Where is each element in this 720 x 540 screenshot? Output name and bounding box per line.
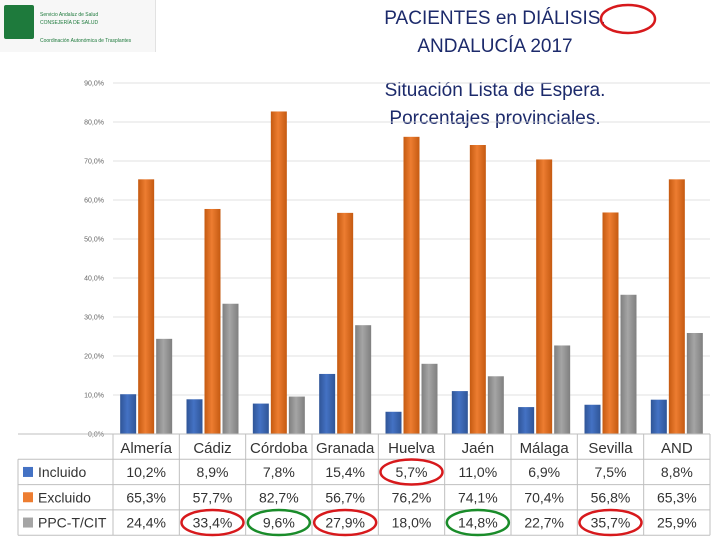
data-label-ppc-t-cit-granada: 27,9% (325, 515, 365, 531)
y-tick-label: 40,0% (84, 276, 104, 283)
legend-swatch-ppc-t-cit (23, 517, 33, 528)
data-label-ppc-t-cit-and: 25,9% (657, 515, 697, 531)
y-tick-label: 80,0% (84, 120, 104, 127)
annotation-circle-ppc-t-cit-jaen (445, 508, 511, 537)
bar-incluido-malaga (518, 407, 535, 434)
bar-ppc-t-cit-granada (355, 325, 372, 434)
subtitle-line-2: Porcentajes provinciales. (389, 108, 601, 129)
data-label-ppc-t-cit-almeria: 24,4% (126, 515, 166, 531)
bar-incluido-granada (319, 373, 336, 434)
bar-excluido-granada (337, 212, 354, 434)
data-label-excluido-almeria: 65,3% (126, 489, 166, 505)
data-label-excluido-huelva: 76,2% (392, 489, 432, 505)
category-label-and: AND (661, 440, 693, 457)
bar-excluido-sevilla (602, 212, 619, 434)
bar-ppc-t-cit-almeria (156, 338, 173, 434)
bar-excluido-jaen (469, 145, 486, 434)
y-tick-label: 50,0% (84, 237, 104, 244)
y-tick-label: 20,0% (84, 354, 104, 361)
bar-excluido-malaga (536, 159, 553, 434)
category-label-sevilla: Sevilla (588, 440, 633, 457)
annotation-circle-ppc-t-cit-cadiz (180, 508, 245, 537)
category-label-cadiz: Cádiz (193, 440, 231, 457)
annotation-circle-ppc-t-cit-sevilla (578, 508, 643, 537)
y-tick-label: 70,0% (84, 159, 104, 166)
data-label-incluido-cadiz: 8,9% (197, 464, 229, 480)
category-label-cordoba: Córdoba (250, 440, 308, 457)
annotation-circle-title (599, 3, 657, 35)
data-label-ppc-t-cit-jaen: 14,8% (458, 515, 498, 531)
bar-incluido-sevilla (584, 404, 601, 434)
legend-swatch-incluido (23, 466, 33, 477)
logo-line-2: CONSEJERÍA DE SALUD (40, 20, 99, 26)
annotation-circle-incluido-huelva (379, 458, 444, 486)
data-label-excluido-granada: 56,7% (325, 489, 365, 505)
y-tick-label: 30,0% (84, 315, 104, 322)
data-label-incluido-malaga: 6,9% (528, 464, 560, 480)
data-label-excluido-cordoba: 82,7% (259, 489, 299, 505)
data-label-excluido-malaga: 70,4% (524, 489, 564, 505)
data-label-incluido-huelva: 5,7% (396, 464, 428, 480)
bar-ppc-t-cit-huelva (421, 363, 438, 434)
data-label-excluido-jaen: 74,1% (458, 489, 498, 505)
bar-excluido-almeria (138, 179, 155, 434)
bar-incluido-jaen (451, 391, 468, 434)
title-line-2: ANDALUCÍA 2017 (417, 36, 573, 57)
legend-label-ppc-t-cit: PPC-T/CIT (38, 515, 107, 531)
data-label-incluido-almeria: 10,2% (126, 464, 166, 480)
data-label-excluido-cadiz: 57,7% (193, 489, 233, 505)
bar-incluido-huelva (385, 411, 402, 434)
data-label-ppc-t-cit-cadiz: 33,4% (193, 515, 233, 531)
y-tick-label: 60,0% (84, 198, 104, 205)
data-label-incluido-jaen: 11,0% (458, 464, 497, 480)
bar-incluido-almeria (120, 394, 137, 434)
bar-ppc-t-cit-malaga (554, 345, 571, 434)
title-line-1: PACIENTES en DIÁLISIS. (384, 8, 606, 29)
bar-excluido-cadiz (204, 208, 221, 434)
data-label-ppc-t-cit-cordoba: 9,6% (263, 515, 295, 531)
subtitle-line-1: Situación Lista de Espera. (384, 80, 606, 101)
category-label-granada: Granada (316, 440, 375, 457)
data-label-excluido-sevilla: 56,8% (591, 489, 631, 505)
y-tick-label: 90,0% (84, 81, 104, 88)
bar-ppc-t-cit-and (686, 332, 703, 434)
data-label-ppc-t-cit-huelva: 18,0% (392, 515, 432, 531)
data-label-ppc-t-cit-sevilla: 35,7% (591, 515, 631, 531)
bar-ppc-t-cit-cadiz (222, 303, 239, 434)
data-label-ppc-t-cit-malaga: 22,7% (524, 515, 564, 531)
bar-incluido-cadiz (186, 399, 203, 434)
logo-line-3: Coordinación Autonómica de Trasplantes (40, 38, 132, 44)
annotation-circle-ppc-t-cit-cordoba (246, 508, 312, 537)
category-label-malaga: Málaga (520, 440, 570, 457)
data-label-excluido-and: 65,3% (657, 489, 697, 505)
bar-incluido-and (650, 399, 667, 434)
bar-incluido-cordoba (252, 403, 269, 434)
logo-line-1: Servicio Andaluz de Salud (40, 12, 99, 18)
data-label-incluido-cordoba: 7,8% (263, 464, 295, 480)
category-label-jaen: Jaén (462, 440, 495, 457)
category-label-almeria: Almería (120, 440, 172, 457)
data-label-incluido-granada: 15,4% (325, 464, 365, 480)
category-label-huelva: Huelva (388, 440, 435, 457)
junta-emblem-icon (4, 5, 34, 39)
annotation-circle-ppc-t-cit-granada (312, 508, 378, 537)
legend-label-incluido: Incluido (38, 464, 86, 480)
data-label-incluido-and: 8,8% (661, 464, 693, 480)
bar-excluido-cordoba (270, 111, 287, 434)
legend-label-excluido: Excluido (38, 489, 91, 505)
bar-excluido-huelva (403, 136, 420, 434)
y-tick-label: 0,0% (88, 432, 104, 439)
bar-excluido-and (668, 179, 685, 434)
bar-ppc-t-cit-cordoba (288, 396, 305, 434)
data-label-incluido-sevilla: 7,5% (595, 464, 627, 480)
bar-ppc-t-cit-sevilla (620, 294, 637, 434)
legend-swatch-excluido (23, 492, 33, 503)
y-tick-label: 10,0% (84, 393, 104, 400)
bar-ppc-t-cit-jaen (487, 376, 504, 434)
logo: Servicio Andaluz de Salud CONSEJERÍA DE … (0, 0, 156, 52)
